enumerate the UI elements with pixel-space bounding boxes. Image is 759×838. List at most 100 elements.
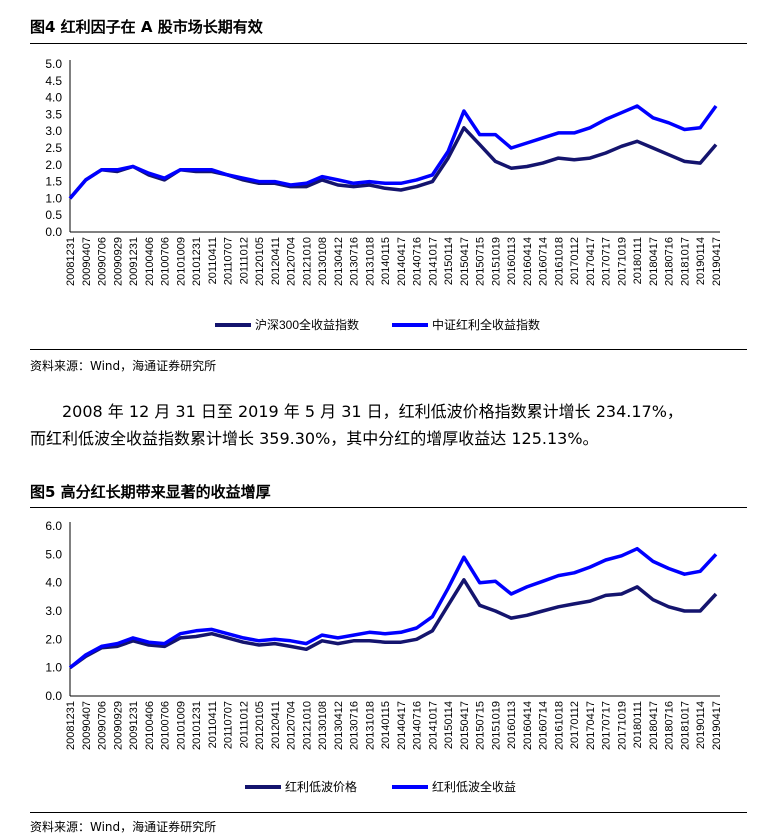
y-tick-label: 4.0 bbox=[45, 576, 62, 590]
x-tick-label: 20180716 bbox=[664, 701, 676, 750]
figure4-bottom-rule bbox=[30, 349, 747, 350]
x-tick-label: 20190417 bbox=[711, 701, 723, 750]
x-tick-label: 20101231 bbox=[191, 237, 203, 286]
x-tick-label: 20150114 bbox=[443, 701, 455, 749]
series-line-2 bbox=[68, 546, 718, 670]
x-tick-label: 20090706 bbox=[97, 237, 109, 286]
x-tick-label: 20130412 bbox=[333, 237, 345, 286]
figure5-top-rule bbox=[30, 507, 747, 508]
x-tick-label: 20121010 bbox=[301, 701, 313, 750]
x-tick-label: 20160113 bbox=[506, 701, 518, 749]
x-tick-label: 20140115 bbox=[380, 237, 392, 285]
x-tick-label: 20160714 bbox=[538, 701, 550, 750]
x-tick-label: 20140115 bbox=[380, 701, 392, 749]
x-tick-label: 20120411 bbox=[270, 701, 282, 749]
y-tick-label: 1.0 bbox=[45, 191, 62, 205]
x-tick-label: 20170717 bbox=[601, 701, 613, 750]
x-tick-label: 20101231 bbox=[191, 701, 203, 750]
legend-label-2: 红利低波全收益 bbox=[432, 779, 516, 794]
x-tick-label: 20081231 bbox=[65, 701, 77, 750]
x-tick-label: 20120411 bbox=[270, 237, 282, 285]
y-tick-label: 2.5 bbox=[45, 141, 62, 155]
y-tick-label: 1.5 bbox=[45, 175, 62, 189]
figure5-chart: 0.0 1.0 2.0 3.0 4.0 5.0 6.0 20081231 20090407 20… bbox=[45, 519, 723, 794]
x-tick-label: 20160414 bbox=[522, 701, 534, 750]
y-tick-label: 6.0 bbox=[45, 519, 62, 533]
x-tick-label: 20090407 bbox=[81, 237, 93, 286]
x-tick-label: 20130108 bbox=[317, 701, 329, 750]
x-tick-label: 20110707 bbox=[223, 701, 235, 749]
x-tick-label: 20181017 bbox=[679, 701, 691, 750]
figure4-source: 资料来源：Wind，海通证券研究所 bbox=[30, 359, 217, 373]
series-line-2 bbox=[68, 104, 718, 200]
x-tick-label: 20140716 bbox=[412, 701, 424, 750]
y-tick-label: 2.0 bbox=[45, 158, 62, 172]
x-tick-label: 20131018 bbox=[364, 701, 376, 750]
y-tick-label: 4.0 bbox=[45, 91, 62, 105]
x-tick-label: 20141017 bbox=[427, 701, 439, 750]
y-tick-label: 4.5 bbox=[45, 74, 62, 88]
x-tick-label: 20141017 bbox=[427, 237, 439, 286]
x-tick-label: 20100706 bbox=[160, 237, 172, 286]
legend-label-1: 红利低波价格 bbox=[285, 779, 357, 794]
x-tick-label: 20090929 bbox=[112, 237, 124, 286]
x-tick-label: 20111012 bbox=[238, 237, 250, 284]
x-tick-label: 20180716 bbox=[664, 237, 676, 286]
x-tick-label: 20150417 bbox=[459, 237, 471, 286]
x-tick-label: 20170717 bbox=[601, 237, 613, 286]
y-tick-label: 3.0 bbox=[45, 124, 62, 138]
x-tick-label: 20170417 bbox=[585, 701, 597, 750]
x-tick-label: 20130108 bbox=[317, 237, 329, 286]
x-tick-label: 20170112 bbox=[569, 237, 581, 285]
x-tick-label: 20120704 bbox=[286, 701, 298, 750]
y-tick-label: 3.0 bbox=[45, 604, 62, 618]
x-tick-label: 20090407 bbox=[81, 701, 93, 750]
paragraph-line-1: 2008 年 12 月 31 日至 2019 年 5 月 31 日，红利低波价格… bbox=[62, 402, 683, 421]
x-tick-label: 20151019 bbox=[490, 701, 502, 750]
x-tick-label: 20130412 bbox=[333, 701, 345, 750]
y-tick-label: 5.0 bbox=[45, 57, 62, 71]
x-tick-label: 20130716 bbox=[349, 237, 361, 286]
x-tick-label: 20140417 bbox=[396, 701, 408, 750]
figure4-title: 图4 红利因子在 A 股市场长期有效 bbox=[30, 18, 263, 36]
figure5-bottom-rule bbox=[30, 812, 747, 813]
y-tick-label: 5.0 bbox=[45, 547, 62, 561]
x-tick-label: 20160113 bbox=[506, 237, 518, 285]
figure5-title: 图5 高分红长期带来显著的收益增厚 bbox=[30, 483, 271, 501]
x-tick-label: 20121010 bbox=[301, 237, 313, 286]
legend-label-1: 沪深300全收益指数 bbox=[255, 317, 359, 332]
x-tick-label: 20090929 bbox=[112, 701, 124, 750]
x-tick-label: 20101009 bbox=[175, 701, 187, 750]
x-tick-label: 20131018 bbox=[364, 237, 376, 286]
x-tick-label: 20180111 bbox=[632, 701, 644, 748]
x-tick-label: 20161018 bbox=[553, 701, 565, 750]
x-tick-label: 20170112 bbox=[569, 701, 581, 749]
x-tick-label: 20091231 bbox=[128, 237, 140, 286]
x-tick-label: 20170417 bbox=[585, 237, 597, 286]
x-tick-label: 20171019 bbox=[616, 701, 628, 750]
x-tick-label: 20150417 bbox=[459, 701, 471, 750]
x-tick-label: 20111012 bbox=[238, 701, 250, 748]
x-tick-label: 20160414 bbox=[522, 237, 534, 286]
x-tick-label: 20140417 bbox=[396, 237, 408, 286]
x-tick-label: 20130716 bbox=[349, 701, 361, 750]
x-tick-label: 20190114 bbox=[695, 237, 707, 285]
figure5-source: 资料来源：Wind，海通证券研究所 bbox=[30, 820, 217, 834]
x-tick-label: 20081231 bbox=[65, 237, 77, 286]
body-paragraph: 2008 年 12 月 31 日至 2019 年 5 月 31 日，红利低波价格… bbox=[30, 398, 747, 452]
x-tick-label: 20090706 bbox=[97, 701, 109, 750]
y-tick-label: 0.0 bbox=[45, 225, 62, 239]
x-tick-label: 20160714 bbox=[538, 237, 550, 286]
x-tick-label: 20180111 bbox=[632, 237, 644, 284]
y-tick-label: 1.0 bbox=[45, 661, 62, 675]
series-line-1 bbox=[68, 126, 718, 200]
x-tick-label: 20110707 bbox=[223, 237, 235, 285]
x-tick-label: 20091231 bbox=[128, 701, 140, 750]
x-tick-label: 20100706 bbox=[160, 701, 172, 750]
y-tick-label: 3.5 bbox=[45, 107, 62, 121]
y-tick-label: 0.5 bbox=[45, 208, 62, 222]
x-tick-label: 20101009 bbox=[175, 237, 187, 286]
x-tick-label: 20190114 bbox=[695, 701, 707, 749]
x-tick-label: 20151019 bbox=[490, 237, 502, 286]
x-tick-label: 20140716 bbox=[412, 237, 424, 286]
